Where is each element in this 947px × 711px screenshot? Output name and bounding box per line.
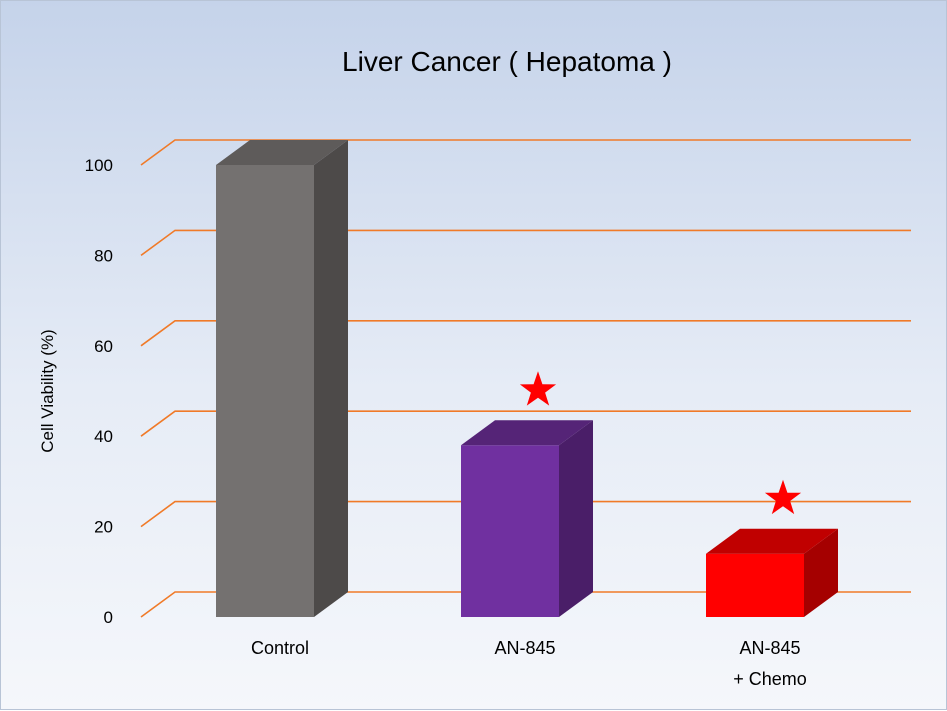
significance-star-icon — [764, 479, 802, 515]
bar-1 — [461, 371, 593, 617]
y-tick-label: 80 — [94, 246, 113, 265]
bar-side — [804, 528, 838, 617]
bar-side — [559, 420, 593, 617]
bar-top — [216, 140, 348, 165]
bar-front — [706, 553, 804, 617]
chart-title: Liver Cancer ( Hepatoma ) — [342, 46, 672, 77]
y-tick-label: 20 — [94, 518, 113, 537]
y-tick-label: 40 — [94, 427, 113, 446]
y-tick-label: 0 — [104, 608, 113, 627]
x-tick-label: Control — [251, 638, 309, 658]
gridline — [140, 229, 911, 257]
bar-0 — [216, 140, 348, 617]
x-tick-label: AN-845 — [494, 638, 555, 658]
x-tick-label: + Chemo — [733, 669, 807, 689]
bar-front — [461, 445, 559, 617]
bar-2 — [706, 479, 838, 617]
x-tick-label: AN-845 — [739, 638, 800, 658]
y-tick-label: 60 — [94, 337, 113, 356]
significance-star-icon — [519, 371, 557, 406]
bar-top — [706, 528, 838, 554]
y-tick-label: 100 — [85, 156, 113, 175]
y-axis-label: Cell Viability (%) — [38, 329, 57, 452]
bar-top — [461, 420, 593, 446]
gridline — [140, 591, 911, 618]
bar-side — [314, 140, 348, 617]
gridline — [140, 410, 911, 437]
gridline — [140, 500, 911, 528]
bar-front — [216, 165, 314, 617]
gridline — [140, 319, 911, 347]
gridline — [140, 139, 911, 166]
